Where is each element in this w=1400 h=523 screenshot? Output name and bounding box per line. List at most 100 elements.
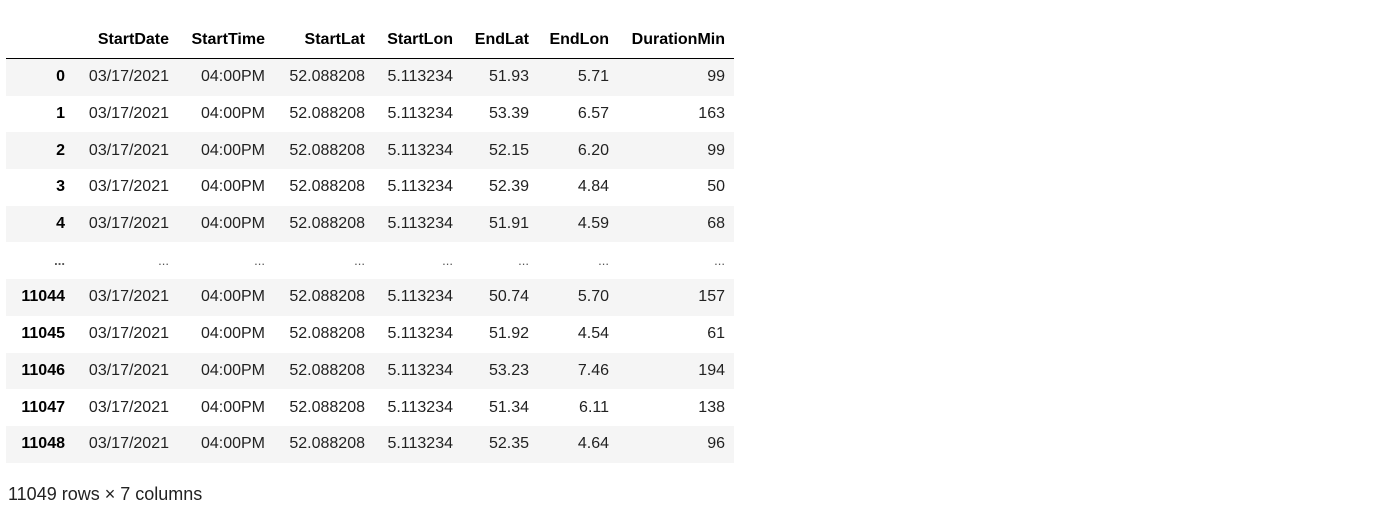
cell-starttime: 04:00PM bbox=[200, 105, 265, 123]
table-row: 0 03/17/2021 04:00PM 52.088208 5.113234 51.93… bbox=[6, 58, 734, 96]
cell-startlat: 52.088208 bbox=[289, 288, 365, 306]
cell-startdate: ... bbox=[158, 252, 169, 268]
cell-starttime: 04:00PM bbox=[200, 178, 265, 196]
cell-durationmin: 96 bbox=[707, 435, 725, 453]
cell-endlon: 6.57 bbox=[577, 105, 609, 123]
cell-startdate: 03/17/2021 bbox=[88, 215, 169, 233]
ellipsis-row: ........................ bbox=[6, 242, 734, 280]
cell-endlon: 4.59 bbox=[577, 215, 609, 233]
cell-durationmin: 61 bbox=[707, 325, 725, 343]
cell-startlon: 5.113234 bbox=[387, 215, 453, 233]
row-index: 11044 bbox=[21, 288, 65, 306]
shape-summary: 11049 rows × 7 columns bbox=[8, 484, 203, 504]
cell-startlon: 5.113234 bbox=[387, 288, 453, 306]
cell-starttime: 04:00PM bbox=[200, 215, 265, 233]
cell-startlon: 5.113234 bbox=[387, 68, 453, 86]
cell-starttime: 04:00PM bbox=[200, 325, 265, 343]
row-index: 2 bbox=[56, 141, 65, 159]
cell-endlon: 4.84 bbox=[577, 178, 609, 196]
cell-endlat: ... bbox=[518, 252, 529, 268]
column-header-startlon: StartLon bbox=[374, 22, 462, 59]
table-row: 11046 03/17/2021 04:00PM 52.088208 5.113234 5… bbox=[6, 352, 734, 390]
cell-endlat: 51.93 bbox=[488, 68, 529, 86]
table-header: StartDate StartTime StartLat StartLon En… bbox=[6, 22, 734, 59]
cell-startlat: 52.088208 bbox=[289, 325, 365, 343]
cell-endlon: 6.11 bbox=[579, 398, 609, 416]
cell-endlat: 52.15 bbox=[488, 141, 529, 159]
cell-durationmin: 50 bbox=[707, 178, 725, 196]
cell-startdate: 03/17/2021 bbox=[88, 361, 169, 379]
cell-startdate: 03/17/2021 bbox=[88, 325, 169, 343]
row-index: 0 bbox=[56, 68, 65, 86]
cell-endlat: 51.91 bbox=[488, 215, 529, 233]
cell-startdate: 03/17/2021 bbox=[88, 398, 169, 416]
cell-durationmin: 157 bbox=[698, 288, 725, 306]
cell-startlat: 52.088208 bbox=[289, 178, 365, 196]
cell-endlat: 52.35 bbox=[488, 435, 529, 453]
cell-startlat: 52.088208 bbox=[289, 398, 365, 416]
cell-startlat: 52.088208 bbox=[289, 68, 365, 86]
column-header-endlon: EndLon bbox=[538, 22, 618, 59]
cell-starttime: 04:00PM bbox=[200, 361, 265, 379]
cell-startlon: 5.113234 bbox=[387, 398, 453, 416]
cell-startlon: 5.113234 bbox=[387, 325, 453, 343]
table-row: 11047 03/17/2021 04:00PM 52.088208 5.113234 5… bbox=[6, 389, 734, 426]
cell-startlon: 5.113234 bbox=[387, 361, 453, 379]
row-index: 3 bbox=[56, 178, 65, 196]
cell-endlat: 51.34 bbox=[488, 398, 529, 416]
cell-startlon: 5.113234 bbox=[387, 435, 453, 453]
table-row: 3 03/17/2021 04:00PM 52.088208 5.113234 52.39… bbox=[6, 169, 734, 206]
cell-startdate: 03/17/2021 bbox=[88, 435, 169, 453]
table-body: 0 03/17/2021 04:00PM 52.088208 5.113234 51.93… bbox=[6, 58, 734, 463]
cell-startlon: 5.113234 bbox=[387, 178, 453, 196]
cell-startlat: 52.088208 bbox=[289, 361, 365, 379]
cell-startlat: 52.088208 bbox=[289, 435, 365, 453]
cell-startlon: 5.113234 bbox=[387, 141, 453, 159]
cell-endlat: 50.74 bbox=[488, 288, 529, 306]
cell-durationmin: 68 bbox=[707, 215, 725, 233]
cell-startlat: ... bbox=[354, 252, 365, 268]
dataframe-table: StartDate StartTime StartLat StartLon En… bbox=[6, 22, 734, 463]
row-index: 11047 bbox=[21, 398, 65, 416]
cell-startdate: 03/17/2021 bbox=[88, 105, 169, 123]
cell-durationmin: 194 bbox=[698, 361, 725, 379]
table-row: 2 03/17/2021 04:00PM 52.088208 5.113234 52.15… bbox=[6, 132, 734, 170]
cell-durationmin: 138 bbox=[698, 398, 725, 416]
cell-starttime: 04:00PM bbox=[200, 68, 265, 86]
row-index: ... bbox=[54, 252, 65, 268]
cell-durationmin: ... bbox=[714, 252, 725, 268]
row-index: 4 bbox=[56, 215, 65, 233]
header-row: StartDate StartTime StartLat StartLon En… bbox=[6, 22, 734, 59]
cell-startlat: 52.088208 bbox=[289, 215, 365, 233]
cell-starttime: 04:00PM bbox=[200, 435, 265, 453]
column-header-startdate: StartDate bbox=[74, 22, 178, 59]
row-index: 11045 bbox=[21, 325, 65, 343]
column-header-startlat: StartLat bbox=[274, 22, 374, 59]
cell-endlon: 5.70 bbox=[577, 288, 609, 306]
cell-endlon: 4.64 bbox=[577, 435, 609, 453]
cell-durationmin: 99 bbox=[707, 141, 725, 159]
column-header-endlat: EndLat bbox=[462, 22, 538, 59]
row-index: 11046 bbox=[21, 361, 65, 379]
cell-starttime: 04:00PM bbox=[200, 288, 265, 306]
column-header-starttime: StartTime bbox=[178, 22, 274, 59]
cell-starttime: 04:00PM bbox=[200, 398, 265, 416]
dataframe-output: StartDate StartTime StartLat StartLon En… bbox=[6, 22, 734, 463]
cell-startdate: 03/17/2021 bbox=[88, 68, 169, 86]
cell-startlat: 52.088208 bbox=[289, 105, 365, 123]
cell-endlat: 53.39 bbox=[488, 105, 529, 123]
cell-endlon: 5.71 bbox=[577, 68, 609, 86]
cell-endlat: 53.23 bbox=[488, 361, 529, 379]
cell-endlon: 4.54 bbox=[577, 325, 609, 343]
row-index: 11048 bbox=[21, 435, 65, 453]
cell-endlon: 6.20 bbox=[577, 141, 609, 159]
table-row: 11044 03/17/2021 04:00PM 52.088208 5.113234 5… bbox=[6, 279, 734, 316]
cell-startlat: 52.088208 bbox=[289, 141, 365, 159]
cell-startlon: ... bbox=[442, 252, 453, 268]
cell-startdate: 03/17/2021 bbox=[88, 141, 169, 159]
cell-endlat: 52.39 bbox=[488, 178, 529, 196]
cell-endlon: ... bbox=[598, 252, 609, 268]
column-header-durationmin: DurationMin bbox=[618, 22, 734, 59]
index-header bbox=[6, 22, 74, 59]
cell-endlat: 51.92 bbox=[488, 325, 529, 343]
